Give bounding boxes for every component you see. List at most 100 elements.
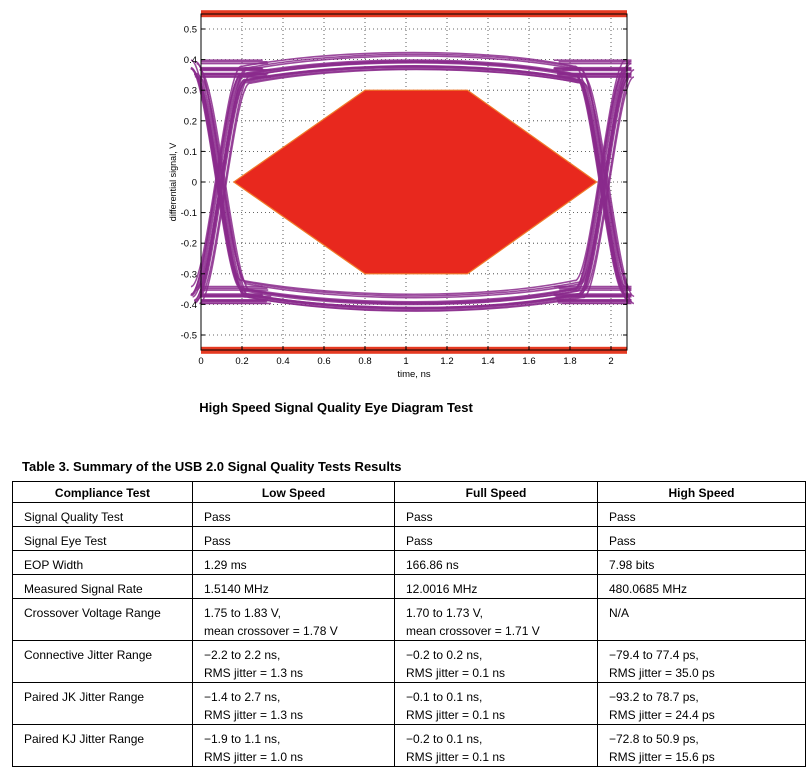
y-tick-label: -0.3 <box>181 269 197 280</box>
cell-high-speed: 480.0685 MHz <box>597 574 806 599</box>
cell-compliance-test: Paired JK Jitter Range <box>12 682 193 725</box>
x-tick-label: 0 <box>198 356 203 367</box>
cell-line: RMS jitter = 35.0 ps <box>609 666 715 680</box>
axis-ticks: 0 0.2 0.4 0.6 0.8 1 1.2 1.4 1.6 1.8 2 0.5 0.4 0.3 0.2 0… <box>181 25 627 367</box>
y-tick-label: 0 <box>192 178 197 189</box>
x-axis-label: time, ns <box>397 369 431 380</box>
cell-compliance-test: Signal Eye Test <box>12 526 193 551</box>
cell-line: 1.70 to 1.73 V, <box>406 606 483 620</box>
eye-trace <box>198 69 635 305</box>
cell-high-speed: Pass <box>597 526 806 551</box>
cell-full-speed: 1.70 to 1.73 V, mean crossover = 1.71 V <box>394 598 598 641</box>
x-tick-label: 0.2 <box>235 356 248 367</box>
cell-line: −0.2 to 0.1 ns, <box>406 732 483 746</box>
cell-line: −79.4 to 77.4 ps, <box>609 648 699 662</box>
cell-line: 1.5140 MHz <box>204 582 269 596</box>
y-tick-label: 0.1 <box>184 147 197 158</box>
cell-high-speed: Pass <box>597 502 806 527</box>
x-tick-label: 1.6 <box>522 356 535 367</box>
x-tick-label: 0.6 <box>317 356 330 367</box>
cell-line: RMS jitter = 0.1 ns <box>406 750 506 764</box>
cell-low-speed: −1.4 to 2.7 ns, RMS jitter = 1.3 ns <box>192 682 395 725</box>
cell-high-speed: −72.8 to 50.9 ps, RMS jitter = 15.6 ps <box>597 724 806 767</box>
figure-caption: High Speed Signal Quality Eye Diagram Te… <box>199 400 473 415</box>
y-tick-label: 0.4 <box>184 55 197 66</box>
cell-full-speed: Pass <box>394 502 598 527</box>
results-table: Compliance Test Low Speed Full Speed Hig… <box>12 481 806 767</box>
cell-line: RMS jitter = 1.0 ns <box>204 750 304 764</box>
x-tick-label: 1.2 <box>440 356 453 367</box>
cell-full-speed: 12.0016 MHz <box>394 574 598 599</box>
cell-compliance-test: Paired KJ Jitter Range <box>12 724 193 767</box>
x-tick-label: 0.8 <box>358 356 371 367</box>
cell-line: −93.2 to 78.7 ps, <box>609 690 699 704</box>
eye-trace <box>190 59 627 296</box>
cell-high-speed: 7.98 bits <box>597 550 806 575</box>
cell-high-speed: −93.2 to 78.7 ps, RMS jitter = 24.4 ps <box>597 682 806 725</box>
cell-low-speed: Pass <box>192 526 395 551</box>
y-tick-label: 0.5 <box>184 25 197 36</box>
cell-line: Pass <box>609 534 636 548</box>
cell-full-speed: −0.2 to 0.2 ns, RMS jitter = 0.1 ns <box>394 640 598 683</box>
table-row: Paired JK Jitter Range −1.4 to 2.7 ns, RMS… <box>12 682 806 725</box>
table-row: Paired KJ Jitter Range −1.9 to 1.1 ns, RMS… <box>12 724 806 767</box>
table-row: Signal Eye Test Pass Pass Pass <box>12 526 806 551</box>
table-row: Measured Signal Rate 1.5140 MHz 12.0016 MH… <box>12 574 806 599</box>
cell-line: mean crossover = 1.78 V <box>204 624 338 638</box>
cell-compliance-test: Crossover Voltage Range <box>12 598 193 641</box>
x-tick-label: 1 <box>403 356 408 367</box>
cell-line: RMS jitter = 0.1 ns <box>406 708 506 722</box>
cell-full-speed: 166.86 ns <box>394 550 598 575</box>
cell-line: Pass <box>406 510 433 524</box>
cell-compliance-test: Measured Signal Rate <box>12 574 193 599</box>
table-title: Table 3. Summary of the USB 2.0 Signal Q… <box>22 459 402 474</box>
cell-line: 7.98 bits <box>609 558 655 572</box>
cell-line: 1.29 ms <box>204 558 247 572</box>
cell-line: 12.0016 MHz <box>406 582 478 596</box>
eye-traces <box>189 51 635 312</box>
header-low-speed: Low Speed <box>192 481 395 503</box>
cell-compliance-test: EOP Width <box>12 550 193 575</box>
cell-line: RMS jitter = 1.3 ns <box>204 708 304 722</box>
cell-high-speed: −79.4 to 77.4 ps, RMS jitter = 35.0 ps <box>597 640 806 683</box>
x-tick-label: 1.4 <box>481 356 494 367</box>
cell-line: Pass <box>609 510 636 524</box>
cell-full-speed: Pass <box>394 526 598 551</box>
y-tick-label: -0.5 <box>181 331 197 342</box>
cell-line: RMS jitter = 1.3 ns <box>204 666 304 680</box>
cell-line: Pass <box>406 534 433 548</box>
y-tick-label: 0.3 <box>184 86 197 97</box>
table-row: Crossover Voltage Range 1.75 to 1.83 V, me… <box>12 598 806 641</box>
cell-low-speed: Pass <box>192 502 395 527</box>
header-compliance-test: Compliance Test <box>12 481 193 503</box>
cell-line: Pass <box>204 510 231 524</box>
x-tick-label: 1.8 <box>563 356 576 367</box>
cell-full-speed: −0.2 to 0.1 ns, RMS jitter = 0.1 ns <box>394 724 598 767</box>
eye-mask-layer <box>232 89 598 275</box>
cell-line: −0.2 to 0.2 ns, <box>406 648 483 662</box>
cell-line: 166.86 ns <box>406 558 459 572</box>
eye-trace <box>198 76 635 312</box>
table-row: Signal Quality Test Pass Pass Pass <box>12 502 806 527</box>
y-tick-label: 0.2 <box>184 116 197 127</box>
cell-line: N/A <box>609 606 630 620</box>
cell-low-speed: −1.9 to 1.1 ns, RMS jitter = 1.0 ns <box>192 724 395 767</box>
cell-compliance-test: Signal Quality Test <box>12 502 193 527</box>
cell-line: Pass <box>204 534 231 548</box>
header-high-speed: High Speed <box>597 481 806 503</box>
cell-line: 480.0685 MHz <box>609 582 688 596</box>
cell-line: −1.4 to 2.7 ns, <box>204 690 281 704</box>
table-row: EOP Width 1.29 ms 166.86 ns 7.98 bits <box>12 550 806 575</box>
cell-low-speed: 1.29 ms <box>192 550 395 575</box>
cell-full-speed: −0.1 to 0.1 ns, RMS jitter = 0.1 ns <box>394 682 598 725</box>
eye-trace <box>190 68 627 304</box>
cell-line: RMS jitter = 15.6 ps <box>609 750 715 764</box>
y-tick-label: -0.2 <box>181 239 197 250</box>
cell-high-speed: N/A <box>597 598 806 641</box>
cell-line: RMS jitter = 24.4 ps <box>609 708 715 722</box>
y-tick-label: -0.4 <box>181 300 197 311</box>
cell-line: −2.2 to 2.2 ns, <box>204 648 281 662</box>
header-full-speed: Full Speed <box>394 481 598 503</box>
x-tick-label: 0.4 <box>276 356 289 367</box>
cell-line: RMS jitter = 0.1 ns <box>406 666 506 680</box>
